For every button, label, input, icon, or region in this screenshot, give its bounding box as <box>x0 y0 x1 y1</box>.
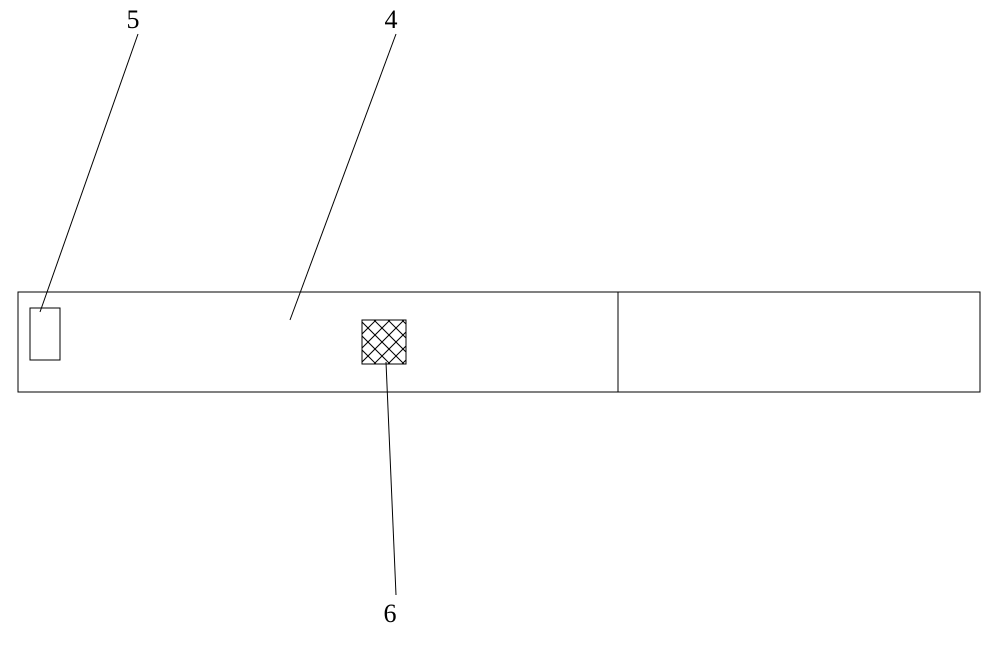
label-4: 4 <box>385 5 398 34</box>
label-5: 5 <box>127 5 140 34</box>
label-6: 6 <box>384 599 397 628</box>
